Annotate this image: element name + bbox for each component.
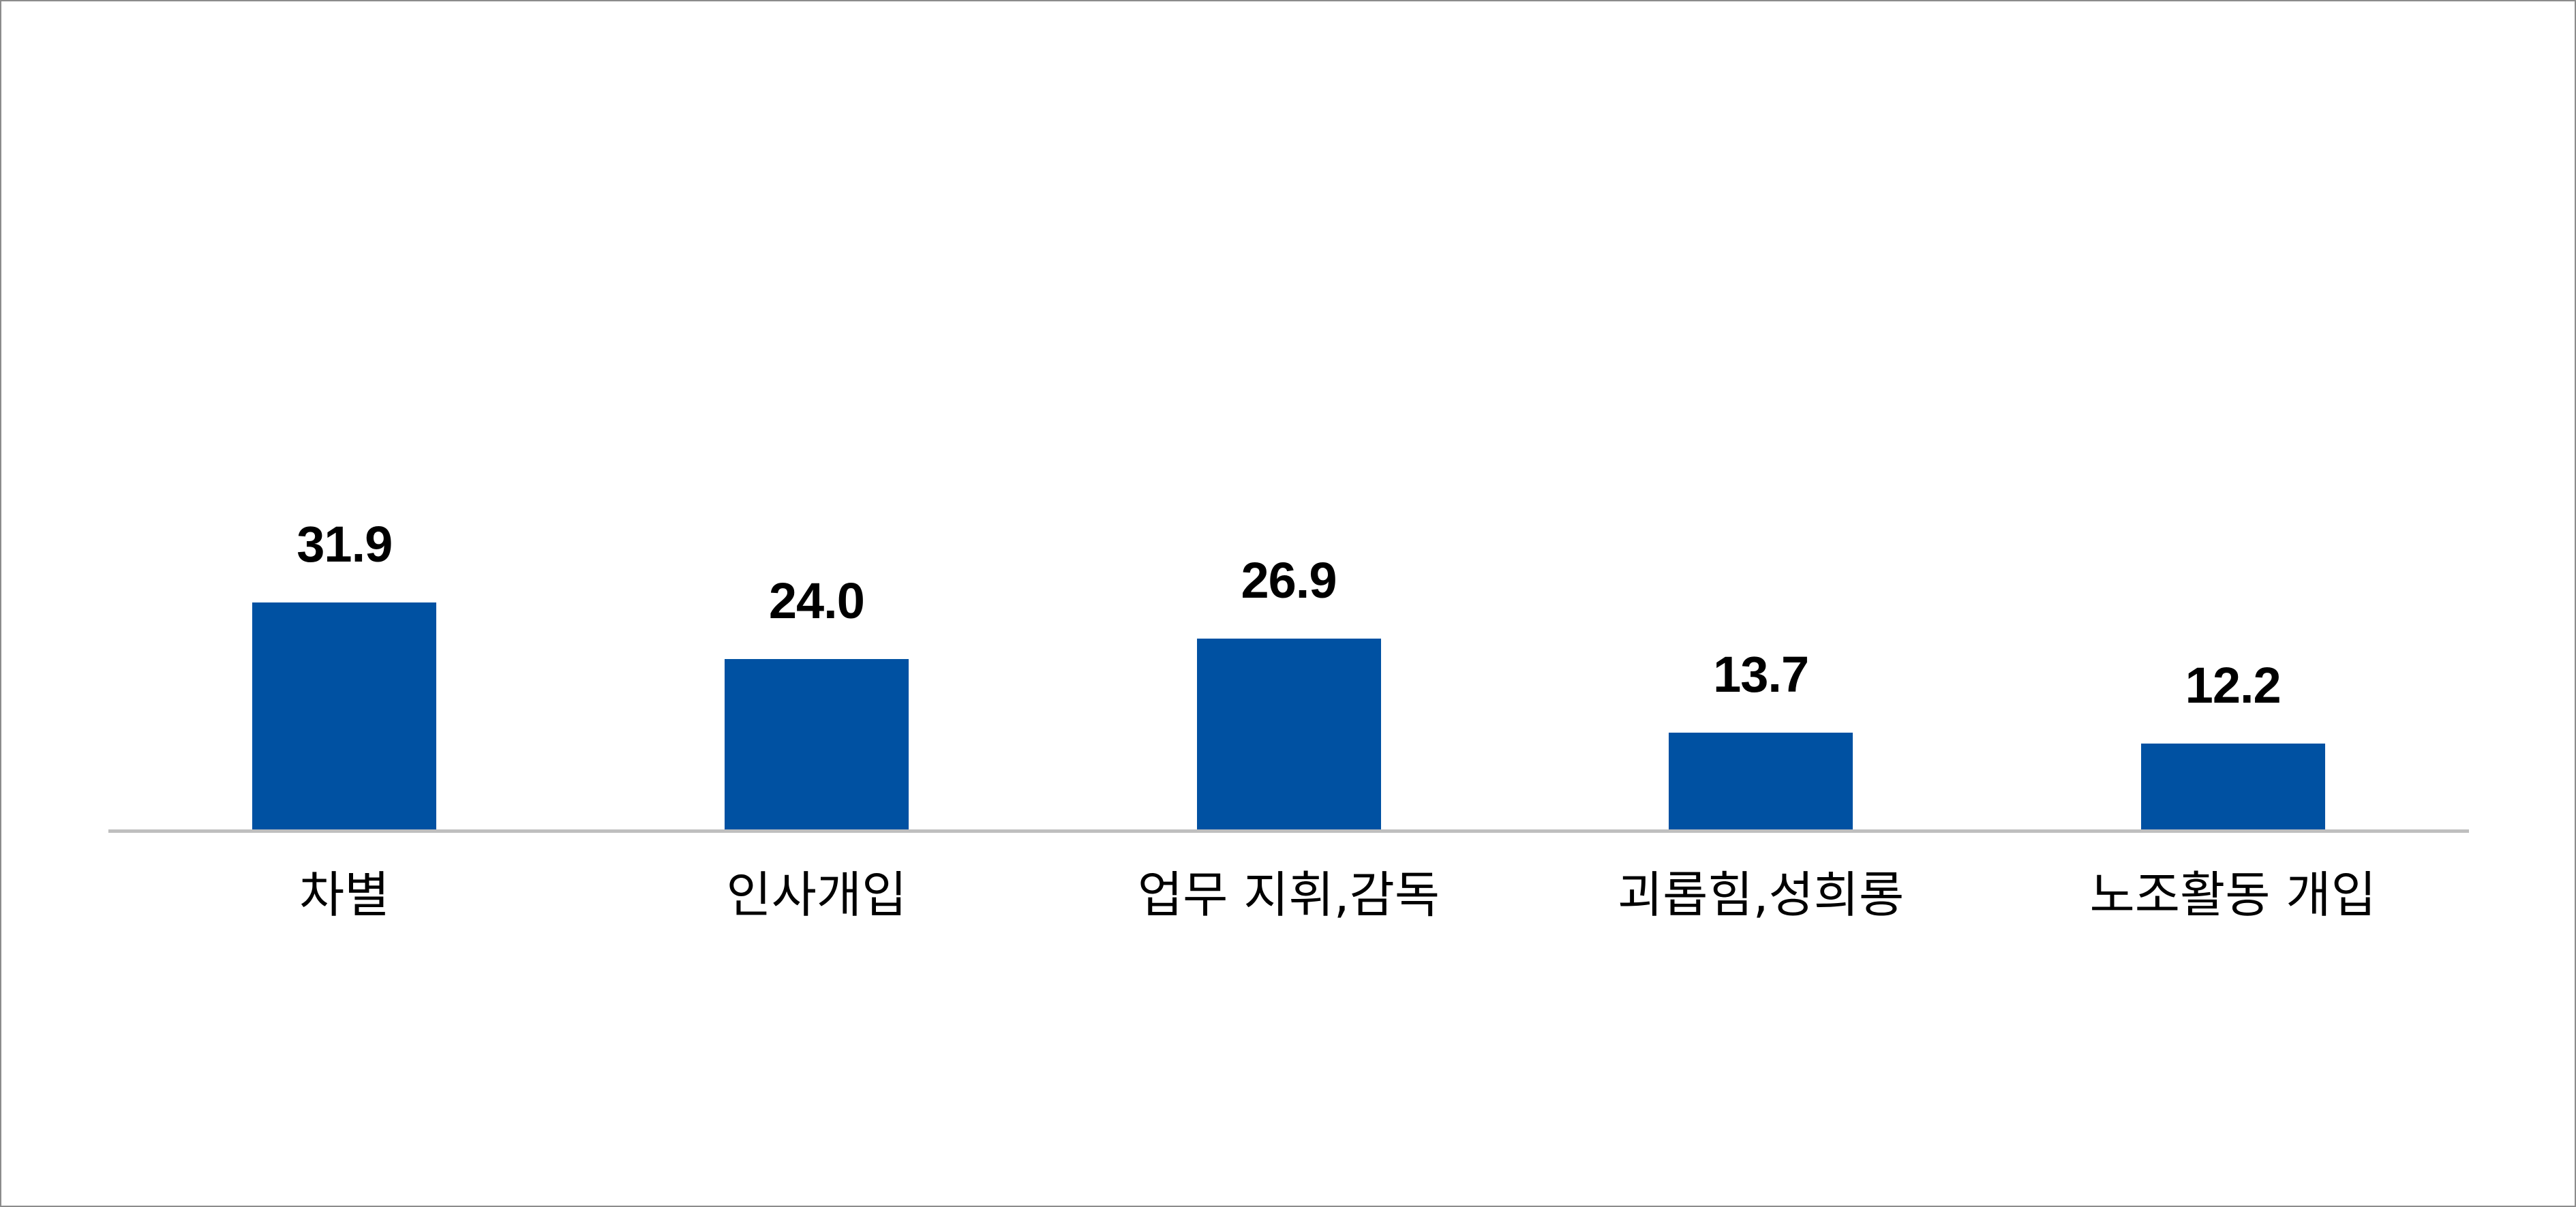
category-label-4: 괴롭힘,성희롱 [1617,866,1905,923]
bar [724,659,909,831]
bar-group-5: 12.2 [2140,641,2325,831]
data-label: 24.0 [768,572,865,629]
bar [1196,638,1381,831]
category-label-3: 업무 지휘,감독 [1137,866,1440,923]
bar [2140,743,2325,831]
bar-group-4: 13.7 [1669,630,1853,831]
bar-group-2: 24.0 [724,557,909,831]
bar-group-3: 26.9 [1196,536,1381,831]
category-label-2: 인사개입 [726,866,907,923]
bar-group-1: 31.9 [252,500,437,831]
data-label: 13.7 [1713,646,1809,703]
category-label-1: 차별 [299,866,390,923]
x-axis-line [108,829,2469,833]
data-label: 12.2 [2185,656,2282,714]
data-label: 26.9 [1241,551,1337,609]
category-label-5: 노조활동 개입 [2089,866,2376,923]
bar [252,602,437,831]
data-label: 31.9 [297,516,393,573]
bar [1669,733,1853,831]
plot-area: 31.9 24.0 26.9 13.7 12.2 [108,0,2469,831]
